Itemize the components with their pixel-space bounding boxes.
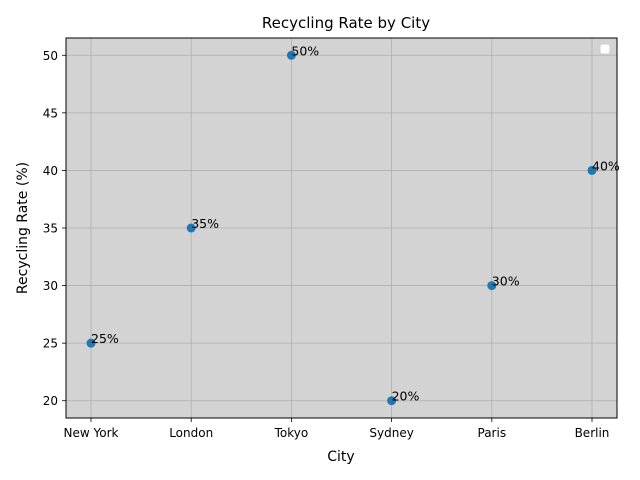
data-point: [487, 281, 497, 291]
x-tick-label: Paris: [478, 426, 507, 440]
data-point: [387, 396, 397, 406]
x-tick-label: Sydney: [369, 426, 413, 440]
data-label: 35%: [191, 216, 219, 231]
data-label: 50%: [291, 43, 319, 58]
y-tick-label: 40: [43, 164, 58, 178]
data-point: [587, 165, 597, 175]
data-point: [86, 338, 96, 348]
x-tick-label: Tokyo: [274, 426, 309, 440]
data-label: 20%: [392, 389, 420, 404]
y-tick-label: 35: [43, 222, 58, 236]
data-point: [286, 50, 296, 60]
y-axis-label: Recycling Rate (%): [15, 162, 31, 294]
x-tick-label: New York: [64, 426, 119, 440]
x-axis-label: City: [327, 449, 354, 465]
data-points: [86, 50, 597, 406]
data-point: [186, 223, 196, 233]
data-label: 25%: [91, 331, 119, 346]
legend-box: [599, 43, 611, 55]
x-tick-label: Berlin: [575, 426, 610, 440]
data-label: 40%: [592, 158, 620, 173]
y-tick-label: 45: [43, 106, 58, 120]
axis-ticks: New York London Tokyo Sydney Paris Berlin 20 25…: [43, 49, 610, 440]
plot-frame: [65, 37, 618, 419]
y-tick-label: 25: [43, 337, 58, 351]
y-tick-label: 50: [43, 49, 58, 63]
y-tick-label: 30: [43, 279, 58, 293]
x-tick-label: London: [169, 426, 213, 440]
legend: [599, 43, 611, 55]
data-labels: 25% 35% 50% 20% 30% 40%: [91, 43, 620, 403]
chart-title: Recycling Rate by City: [262, 14, 430, 32]
y-tick-label: 20: [43, 394, 58, 408]
data-label: 30%: [492, 274, 520, 289]
